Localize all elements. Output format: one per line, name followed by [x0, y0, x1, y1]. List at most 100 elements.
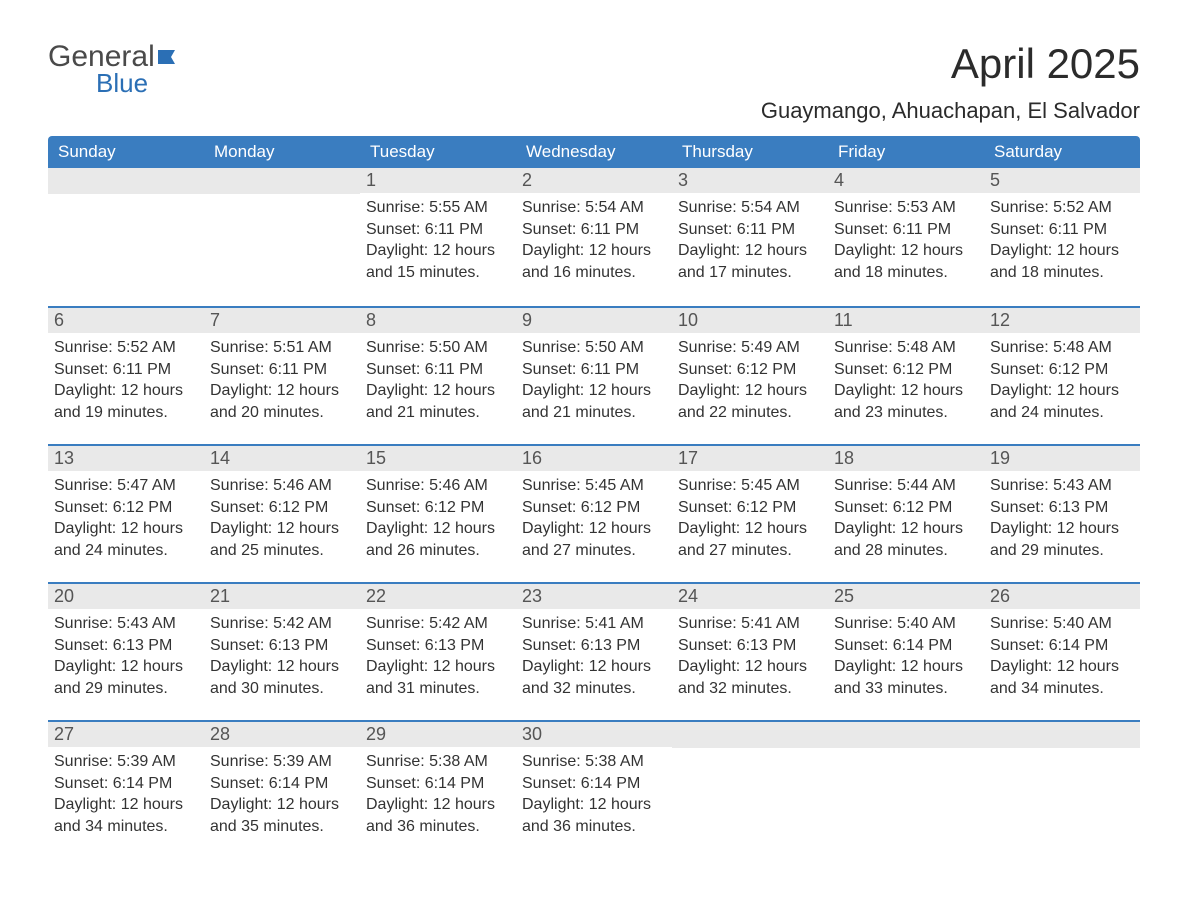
daylight-text: Daylight: 12 hours and 32 minutes. [678, 656, 822, 699]
daylight-text: Daylight: 12 hours and 31 minutes. [366, 656, 510, 699]
day-cell: 2Sunrise: 5:54 AMSunset: 6:11 PMDaylight… [516, 168, 672, 288]
day-info: Sunrise: 5:46 AMSunset: 6:12 PMDaylight:… [210, 475, 354, 561]
day-info: Sunrise: 5:47 AMSunset: 6:12 PMDaylight:… [54, 475, 198, 561]
date-number: 14 [204, 446, 360, 471]
day-info: Sunrise: 5:52 AMSunset: 6:11 PMDaylight:… [990, 197, 1134, 283]
location-subtitle: Guaymango, Ahuachapan, El Salvador [761, 98, 1140, 124]
daylight-text: Daylight: 12 hours and 21 minutes. [522, 380, 666, 423]
sunrise-text: Sunrise: 5:48 AM [834, 337, 978, 359]
sunrise-text: Sunrise: 5:38 AM [522, 751, 666, 773]
date-number: 21 [204, 584, 360, 609]
day-info: Sunrise: 5:45 AMSunset: 6:12 PMDaylight:… [522, 475, 666, 561]
sunrise-text: Sunrise: 5:50 AM [366, 337, 510, 359]
logo: General Blue [48, 40, 183, 99]
sunset-text: Sunset: 6:14 PM [366, 773, 510, 795]
day-cell: 28Sunrise: 5:39 AMSunset: 6:14 PMDayligh… [204, 722, 360, 840]
sunrise-text: Sunrise: 5:40 AM [834, 613, 978, 635]
date-number [672, 722, 828, 748]
date-number [48, 168, 204, 194]
date-number: 26 [984, 584, 1140, 609]
calendar-week: 1Sunrise: 5:55 AMSunset: 6:11 PMDaylight… [48, 168, 1140, 306]
sunrise-text: Sunrise: 5:43 AM [990, 475, 1134, 497]
sunrise-text: Sunrise: 5:54 AM [522, 197, 666, 219]
day-info: Sunrise: 5:38 AMSunset: 6:14 PMDaylight:… [522, 751, 666, 837]
sunset-text: Sunset: 6:14 PM [210, 773, 354, 795]
day-cell: 1Sunrise: 5:55 AMSunset: 6:11 PMDaylight… [360, 168, 516, 288]
daylight-text: Daylight: 12 hours and 17 minutes. [678, 240, 822, 283]
daylight-text: Daylight: 12 hours and 30 minutes. [210, 656, 354, 699]
daylight-text: Daylight: 12 hours and 22 minutes. [678, 380, 822, 423]
day-info: Sunrise: 5:54 AMSunset: 6:11 PMDaylight:… [522, 197, 666, 283]
sunrise-text: Sunrise: 5:43 AM [54, 613, 198, 635]
sunrise-text: Sunrise: 5:42 AM [366, 613, 510, 635]
daylight-text: Daylight: 12 hours and 18 minutes. [834, 240, 978, 283]
sunrise-text: Sunrise: 5:51 AM [210, 337, 354, 359]
sunrise-text: Sunrise: 5:44 AM [834, 475, 978, 497]
sunset-text: Sunset: 6:13 PM [366, 635, 510, 657]
sunrise-text: Sunrise: 5:48 AM [990, 337, 1134, 359]
day-cell: 15Sunrise: 5:46 AMSunset: 6:12 PMDayligh… [360, 446, 516, 564]
day-info: Sunrise: 5:48 AMSunset: 6:12 PMDaylight:… [834, 337, 978, 423]
daylight-text: Daylight: 12 hours and 15 minutes. [366, 240, 510, 283]
day-info: Sunrise: 5:54 AMSunset: 6:11 PMDaylight:… [678, 197, 822, 283]
day-info: Sunrise: 5:46 AMSunset: 6:12 PMDaylight:… [366, 475, 510, 561]
sunset-text: Sunset: 6:11 PM [990, 219, 1134, 241]
sunset-text: Sunset: 6:11 PM [54, 359, 198, 381]
day-cell [204, 168, 360, 288]
day-info: Sunrise: 5:43 AMSunset: 6:13 PMDaylight:… [54, 613, 198, 699]
date-number: 20 [48, 584, 204, 609]
daylight-text: Daylight: 12 hours and 19 minutes. [54, 380, 198, 423]
sunset-text: Sunset: 6:13 PM [54, 635, 198, 657]
day-cell [984, 722, 1140, 840]
daylight-text: Daylight: 12 hours and 27 minutes. [678, 518, 822, 561]
day-cell: 30Sunrise: 5:38 AMSunset: 6:14 PMDayligh… [516, 722, 672, 840]
sunset-text: Sunset: 6:12 PM [366, 497, 510, 519]
sunrise-text: Sunrise: 5:49 AM [678, 337, 822, 359]
sunrise-text: Sunrise: 5:46 AM [366, 475, 510, 497]
calendar-grid: SundayMondayTuesdayWednesdayThursdayFrid… [48, 136, 1140, 858]
day-of-week-header: SundayMondayTuesdayWednesdayThursdayFrid… [48, 136, 1140, 168]
day-info: Sunrise: 5:50 AMSunset: 6:11 PMDaylight:… [366, 337, 510, 423]
day-cell: 10Sunrise: 5:49 AMSunset: 6:12 PMDayligh… [672, 308, 828, 426]
sunrise-text: Sunrise: 5:41 AM [678, 613, 822, 635]
date-number: 28 [204, 722, 360, 747]
calendar-week: 6Sunrise: 5:52 AMSunset: 6:11 PMDaylight… [48, 306, 1140, 444]
day-cell: 14 Sunrise: 5:46 AMSunset: 6:12 PMDayligh… [204, 446, 360, 564]
sunrise-text: Sunrise: 5:42 AM [210, 613, 354, 635]
daylight-text: Daylight: 12 hours and 24 minutes. [990, 380, 1134, 423]
day-cell: 20 Sunrise: 5:43 AMSunset: 6:13 PMDayligh… [48, 584, 204, 702]
sunrise-text: Sunrise: 5:53 AM [834, 197, 978, 219]
date-number: 23 [516, 584, 672, 609]
sunset-text: Sunset: 6:12 PM [990, 359, 1134, 381]
sunset-text: Sunset: 6:14 PM [834, 635, 978, 657]
daylight-text: Daylight: 12 hours and 29 minutes. [990, 518, 1134, 561]
day-cell: 18Sunrise: 5:44 AMSunset: 6:12 PMDayligh… [828, 446, 984, 564]
day-cell: 5Sunrise: 5:52 AMSunset: 6:11 PMDaylight… [984, 168, 1140, 288]
sunrise-text: Sunrise: 5:39 AM [54, 751, 198, 773]
sunset-text: Sunset: 6:11 PM [678, 219, 822, 241]
daylight-text: Daylight: 12 hours and 36 minutes. [522, 794, 666, 837]
day-cell: 3Sunrise: 5:54 AMSunset: 6:11 PMDaylight… [672, 168, 828, 288]
day-info: Sunrise: 5:40 AMSunset: 6:14 PMDaylight:… [834, 613, 978, 699]
date-number: 10 [672, 308, 828, 333]
day-info: Sunrise: 5:42 AMSunset: 6:13 PMDaylight:… [366, 613, 510, 699]
daylight-text: Daylight: 12 hours and 21 minutes. [366, 380, 510, 423]
day-cell: 7Sunrise: 5:51 AMSunset: 6:11 PMDaylight… [204, 308, 360, 426]
date-number: 6 [48, 308, 204, 333]
day-cell: 9Sunrise: 5:50 AMSunset: 6:11 PMDaylight… [516, 308, 672, 426]
sunset-text: Sunset: 6:12 PM [522, 497, 666, 519]
day-cell: 25Sunrise: 5:40 AMSunset: 6:14 PMDayligh… [828, 584, 984, 702]
day-cell: 4Sunrise: 5:53 AMSunset: 6:11 PMDaylight… [828, 168, 984, 288]
sunrise-text: Sunrise: 5:47 AM [54, 475, 198, 497]
date-number: 17 [672, 446, 828, 471]
sunset-text: Sunset: 6:12 PM [678, 497, 822, 519]
calendar-week: 20Sunrise: 5:43 AMSunset: 6:13 PMDayligh… [48, 582, 1140, 720]
daylight-text: Daylight: 12 hours and 16 minutes. [522, 240, 666, 283]
logo-flag-icon [157, 48, 183, 66]
day-info: Sunrise: 5:50 AMSunset: 6:11 PMDaylight:… [522, 337, 666, 423]
daylight-text: Daylight: 12 hours and 24 minutes. [54, 518, 198, 561]
day-cell: 11Sunrise: 5:48 AMSunset: 6:12 PMDayligh… [828, 308, 984, 426]
sunrise-text: Sunrise: 5:41 AM [522, 613, 666, 635]
date-number: 22 [360, 584, 516, 609]
date-number: 27 [48, 722, 204, 747]
